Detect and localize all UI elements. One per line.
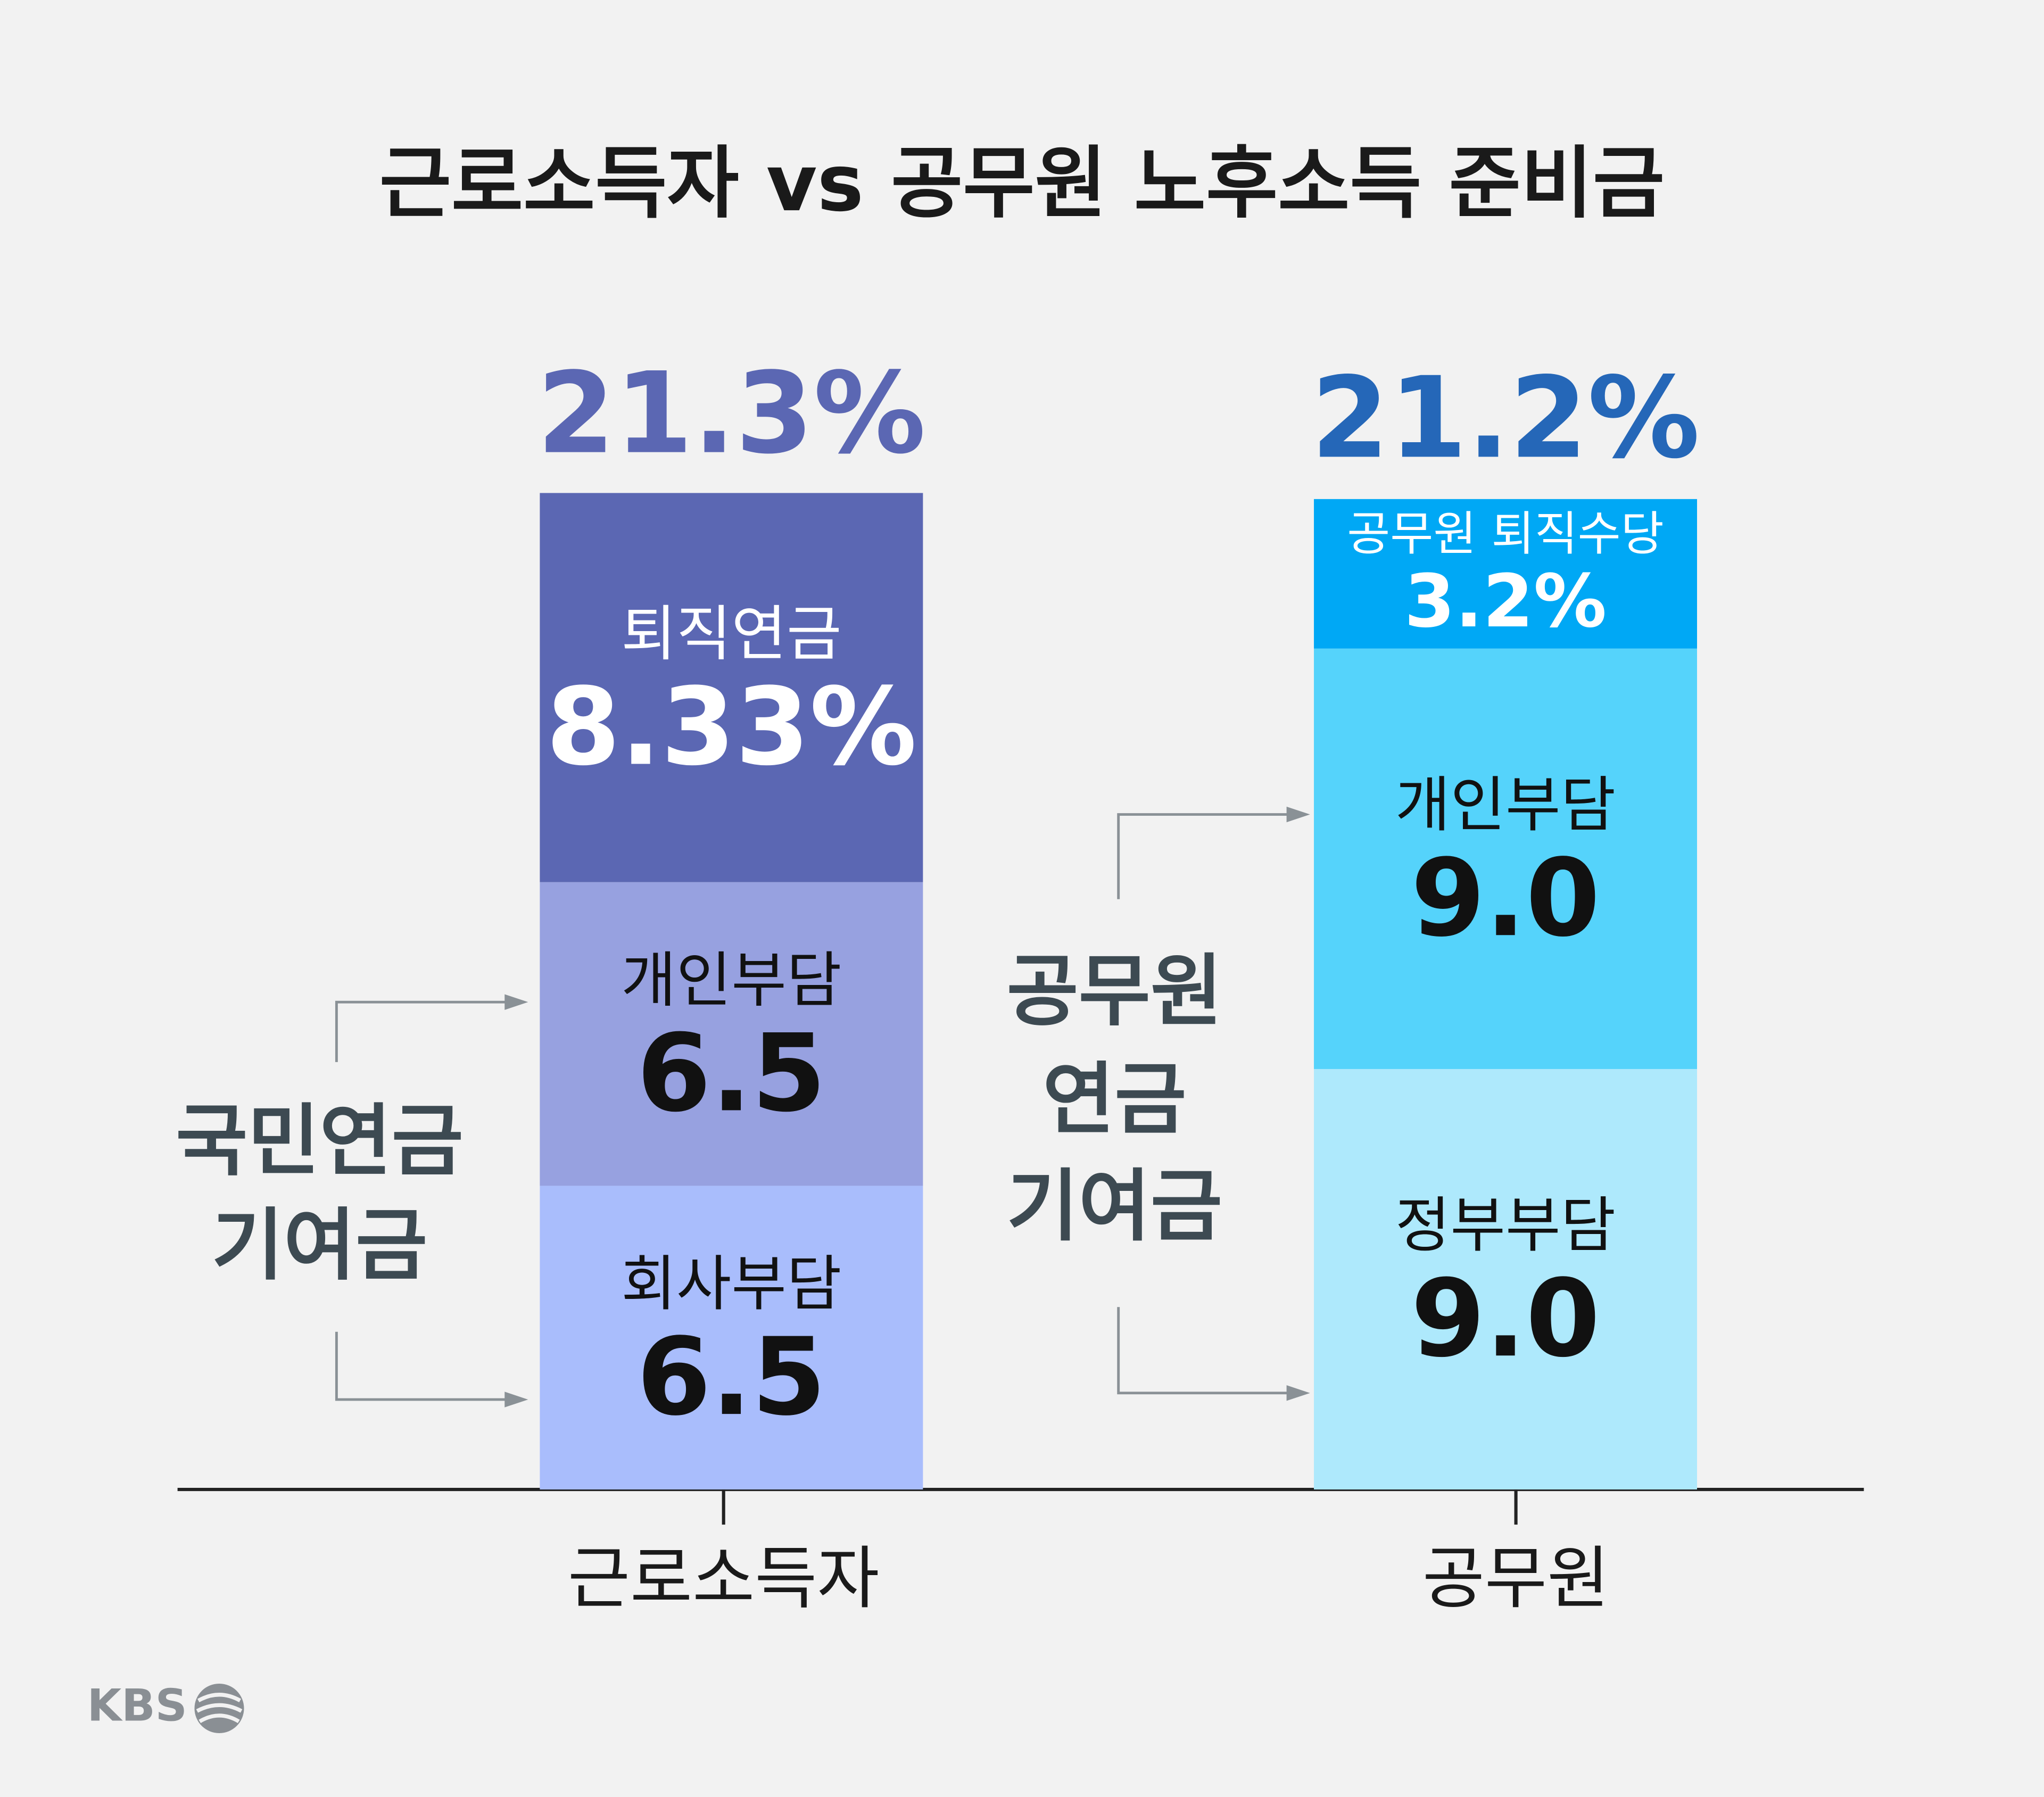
arrowheads xyxy=(504,806,1310,1407)
bracket xyxy=(1117,813,1290,899)
logo-icon-lines xyxy=(196,1693,243,1724)
data-label: 6.5 xyxy=(637,1012,826,1136)
segment-name: 회사부담 xyxy=(621,1248,841,1319)
logo-text: KBS xyxy=(87,1679,187,1731)
bar-segment xyxy=(540,1186,923,1490)
bracket xyxy=(1117,1307,1290,1395)
bar-segment xyxy=(540,493,923,882)
data-label: 6.5 xyxy=(637,1315,826,1439)
annotation: 국민연금 xyxy=(176,1096,464,1187)
segment-name: 공무원 퇴직수당 xyxy=(1347,507,1664,561)
annotation: 연금 xyxy=(1042,1054,1186,1145)
brackets xyxy=(335,813,1290,1401)
arrowhead xyxy=(1286,806,1310,823)
x-tick-label: 공무원 xyxy=(1422,1539,1609,1618)
logo: KBS xyxy=(87,1679,244,1734)
bracket xyxy=(335,1000,509,1062)
data-label: 9.0 xyxy=(1411,1257,1600,1381)
bar-segment xyxy=(1314,648,1698,1069)
segment-name: 개인부담 xyxy=(621,945,841,1015)
total-label: 21.2% xyxy=(1311,353,1700,483)
bar-segment xyxy=(1314,1069,1698,1490)
segment-name: 퇴직연금 xyxy=(621,599,841,669)
data-label: 8.33% xyxy=(546,665,917,789)
arrowhead xyxy=(1286,1385,1310,1401)
annotation: 기여금 xyxy=(212,1200,428,1291)
segment-name: 정부부담 xyxy=(1395,1190,1616,1261)
arrowhead xyxy=(504,1392,528,1407)
bar-segment xyxy=(1314,499,1698,649)
bar-segment xyxy=(540,882,923,1186)
annotation: 기여금 xyxy=(1007,1161,1223,1252)
annotation: 공무원 xyxy=(1007,946,1223,1037)
bracket xyxy=(335,1331,509,1401)
total-label: 21.3% xyxy=(537,349,926,479)
chart-title: 근로소득자 vs 공무원 노후소득 준비금 xyxy=(379,138,1665,229)
data-label: 3.2% xyxy=(1404,559,1607,644)
arrowhead xyxy=(504,994,528,1010)
segment-name: 개인부담 xyxy=(1395,770,1616,840)
x-tick-label: 근로소득자 xyxy=(568,1539,880,1618)
data-label: 9.0 xyxy=(1411,837,1600,960)
